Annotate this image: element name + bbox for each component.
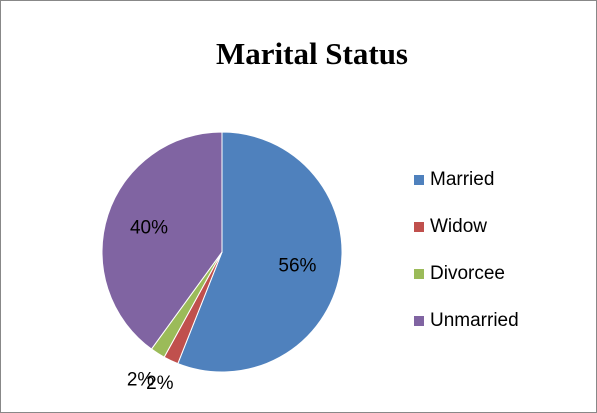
data-label: 56% [278, 255, 316, 276]
legend-label: Married [430, 169, 494, 190]
legend-swatch [414, 222, 424, 232]
legend-swatch [414, 316, 424, 326]
legend-swatch [414, 269, 424, 279]
legend-label: Unmarried [430, 310, 519, 331]
pie-slice [101, 131, 223, 350]
data-label: 2% [146, 373, 174, 394]
data-label: 2% [127, 369, 155, 390]
chart-title: Marital Status [216, 36, 408, 71]
legend-swatch [414, 175, 424, 185]
data-label: 40% [130, 217, 168, 238]
legend-label: Divorcee [430, 263, 505, 284]
pie-slice [177, 131, 343, 373]
legend-label: Widow [430, 216, 487, 237]
